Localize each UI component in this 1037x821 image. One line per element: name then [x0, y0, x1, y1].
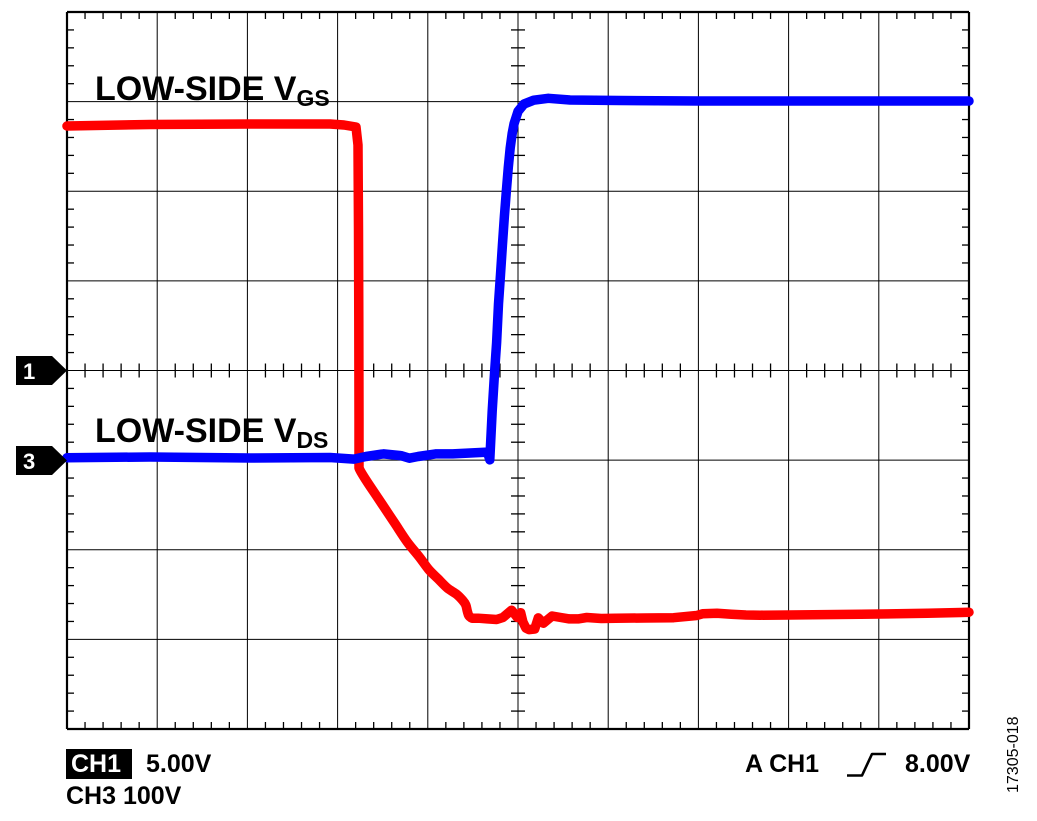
svg-text:5.00V: 5.00V	[146, 750, 212, 778]
svg-text:A CH1: A CH1	[745, 750, 819, 778]
svg-text:LOW-SIDE VDS: LOW-SIDE VDS	[95, 412, 328, 453]
svg-text:3: 3	[23, 449, 35, 474]
svg-text:CH3 100V: CH3 100V	[66, 782, 182, 810]
svg-text:17305-018: 17305-018	[1005, 716, 1022, 793]
svg-text:LOW-SIDE VGS: LOW-SIDE VGS	[95, 70, 330, 111]
svg-text:CH1: CH1	[71, 750, 121, 778]
svg-text:1: 1	[23, 359, 35, 384]
svg-text:8.00V: 8.00V	[905, 750, 971, 778]
